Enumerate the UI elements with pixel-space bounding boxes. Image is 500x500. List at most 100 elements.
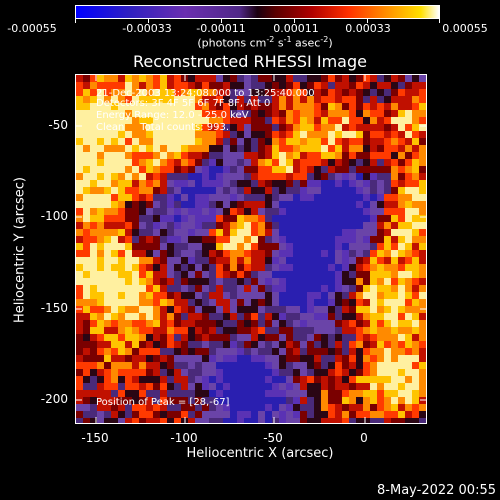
info-counts: Clean Total counts: 993. bbox=[96, 122, 230, 133]
heatmap-cell bbox=[293, 397, 300, 404]
heatmap-cell bbox=[307, 355, 314, 362]
heatmap-cell bbox=[314, 159, 321, 166]
heatmap-cell bbox=[321, 89, 328, 96]
heatmap-cell bbox=[216, 320, 223, 327]
heatmap-cell bbox=[321, 397, 328, 404]
heatmap-cell bbox=[111, 117, 118, 124]
heatmap-cell bbox=[293, 341, 300, 348]
heatmap-cell bbox=[230, 278, 237, 285]
heatmap-cell bbox=[132, 194, 139, 201]
heatmap-cell bbox=[412, 376, 419, 383]
heatmap-cell bbox=[237, 152, 244, 159]
heatmap-cell bbox=[83, 348, 90, 355]
heatmap-cell bbox=[76, 362, 83, 369]
heatmap-cell bbox=[384, 103, 391, 110]
heatmap-cell bbox=[265, 411, 272, 418]
heatmap-cell bbox=[174, 131, 181, 138]
heatmap-cell bbox=[230, 229, 237, 236]
heatmap-cell bbox=[335, 376, 342, 383]
heatmap-cell bbox=[272, 369, 279, 376]
heatmap-cell bbox=[202, 278, 209, 285]
heatmap-cell bbox=[153, 376, 160, 383]
heatmap-cell bbox=[321, 320, 328, 327]
heatmap-cell bbox=[181, 173, 188, 180]
heatmap-cell bbox=[356, 271, 363, 278]
heatmap-cell bbox=[195, 236, 202, 243]
colorbar-tick-mark bbox=[439, 19, 440, 23]
heatmap-cell bbox=[307, 145, 314, 152]
heatmap-cell bbox=[139, 96, 146, 103]
heatmap-cell bbox=[321, 327, 328, 334]
heatmap-cell bbox=[377, 222, 384, 229]
heatmap-cell bbox=[405, 124, 412, 131]
heatmap-cell bbox=[258, 285, 265, 292]
heatmap-cell bbox=[265, 117, 272, 124]
heatmap-cell bbox=[153, 306, 160, 313]
heatmap-cell bbox=[391, 166, 398, 173]
heatmap-cell bbox=[300, 292, 307, 299]
heatmap-cell bbox=[265, 250, 272, 257]
heatmap-cell bbox=[160, 348, 167, 355]
heatmap-cell bbox=[412, 355, 419, 362]
heatmap-cell bbox=[391, 404, 398, 411]
heatmap-cell bbox=[125, 75, 132, 82]
heatmap-cell bbox=[83, 376, 90, 383]
heatmap-cell bbox=[237, 103, 244, 110]
heatmap-cell bbox=[160, 110, 167, 117]
heatmap-cell bbox=[377, 82, 384, 89]
heatmap-cell bbox=[251, 159, 258, 166]
heatmap-cell bbox=[342, 173, 349, 180]
heatmap-cell bbox=[412, 152, 419, 159]
heatmap-cell bbox=[90, 138, 97, 145]
heatmap-cell bbox=[286, 257, 293, 264]
heatmap-cell bbox=[419, 82, 426, 89]
heatmap-cell bbox=[146, 187, 153, 194]
heatmap-cell bbox=[97, 299, 104, 306]
heatmap-cell bbox=[90, 264, 97, 271]
heatmap-cell bbox=[377, 285, 384, 292]
heatmap-cell bbox=[174, 292, 181, 299]
heatmap-cell bbox=[293, 383, 300, 390]
heatmap-cell bbox=[412, 145, 419, 152]
heatmap-cell bbox=[370, 250, 377, 257]
heatmap-cell bbox=[279, 187, 286, 194]
heatmap-cell bbox=[412, 278, 419, 285]
heatmap-cell bbox=[328, 124, 335, 131]
heatmap-cell bbox=[216, 110, 223, 117]
heatmap-cell bbox=[265, 236, 272, 243]
heatmap-cell bbox=[181, 369, 188, 376]
heatmap-cell bbox=[230, 215, 237, 222]
heatmap-cell bbox=[384, 208, 391, 215]
heatmap-cell bbox=[321, 271, 328, 278]
heatmap-cell bbox=[398, 418, 405, 423]
heatmap-cell bbox=[363, 75, 370, 82]
heatmap-cell bbox=[321, 131, 328, 138]
heatmap-cell bbox=[237, 327, 244, 334]
heatmap-cell bbox=[97, 243, 104, 250]
heatmap-cell bbox=[111, 82, 118, 89]
heatmap-cell bbox=[97, 131, 104, 138]
heatmap-cell bbox=[97, 117, 104, 124]
heatmap-cell bbox=[342, 96, 349, 103]
heatmap-cell bbox=[412, 306, 419, 313]
heatmap-cell bbox=[167, 236, 174, 243]
heatmap-cell bbox=[181, 215, 188, 222]
heatmap-cell bbox=[370, 82, 377, 89]
heatmap-cell bbox=[398, 390, 405, 397]
heatmap-cell bbox=[419, 271, 426, 278]
heatmap-cell bbox=[209, 411, 216, 418]
heatmap-cell bbox=[132, 285, 139, 292]
heatmap-cell bbox=[237, 236, 244, 243]
heatmap-cell bbox=[405, 173, 412, 180]
heatmap-cell bbox=[76, 152, 83, 159]
heatmap-cell bbox=[195, 201, 202, 208]
heatmap-cell bbox=[356, 397, 363, 404]
heatmap-cell bbox=[265, 313, 272, 320]
heatmap-cell bbox=[160, 250, 167, 257]
heatmap-cell bbox=[202, 222, 209, 229]
heatmap-cell bbox=[104, 236, 111, 243]
heatmap-cell bbox=[216, 222, 223, 229]
heatmap-cell bbox=[377, 306, 384, 313]
heatmap-cell bbox=[307, 418, 314, 423]
heatmap-cell bbox=[412, 390, 419, 397]
